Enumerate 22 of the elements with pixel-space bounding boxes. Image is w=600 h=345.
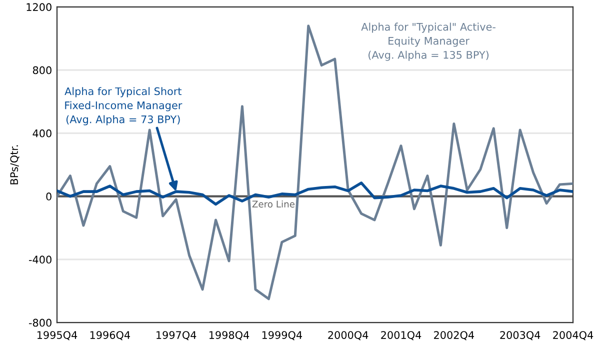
- line-series: [57, 182, 573, 206]
- ref-line-label: Zero Line: [252, 200, 295, 208]
- x-tick-label: 1997Q4: [156, 331, 196, 340]
- x-tick-label: 1995Q4: [37, 331, 78, 340]
- y-tick-label: 400: [32, 129, 52, 138]
- annotation: Alpha for "Typical" Active- Equity Manager (Avg. Alpha = 135 BPY): [361, 22, 496, 61]
- y-tick-label: -400: [29, 256, 52, 264]
- x-tick-label: 1996Q4: [90, 331, 130, 340]
- y-tick-label: 800: [32, 66, 52, 74]
- x-tick-label: 1998Q4: [209, 331, 250, 340]
- line-series: [57, 24, 573, 300]
- y-tick-label: 1200: [26, 3, 52, 12]
- x-tick-label: 1999Q4: [262, 331, 302, 340]
- x-tick-label: 2002Q4: [434, 331, 474, 340]
- x-tick-label: 2004Q4: [553, 331, 594, 340]
- y-tick-label: 0: [46, 192, 52, 200]
- x-tick-label: 2003Q4: [500, 331, 540, 340]
- y-axis-title: BPs/Qtr.: [10, 145, 20, 184]
- y-tick-label: -800: [29, 318, 52, 327]
- x-tick-label: 2000Q4: [328, 331, 368, 340]
- annotation: Alpha for Typical Short Fixed-Income Manager (Avg. Alpha = 73 BPY): [64, 87, 182, 126]
- x-tick-label: 2001Q4: [381, 331, 422, 340]
